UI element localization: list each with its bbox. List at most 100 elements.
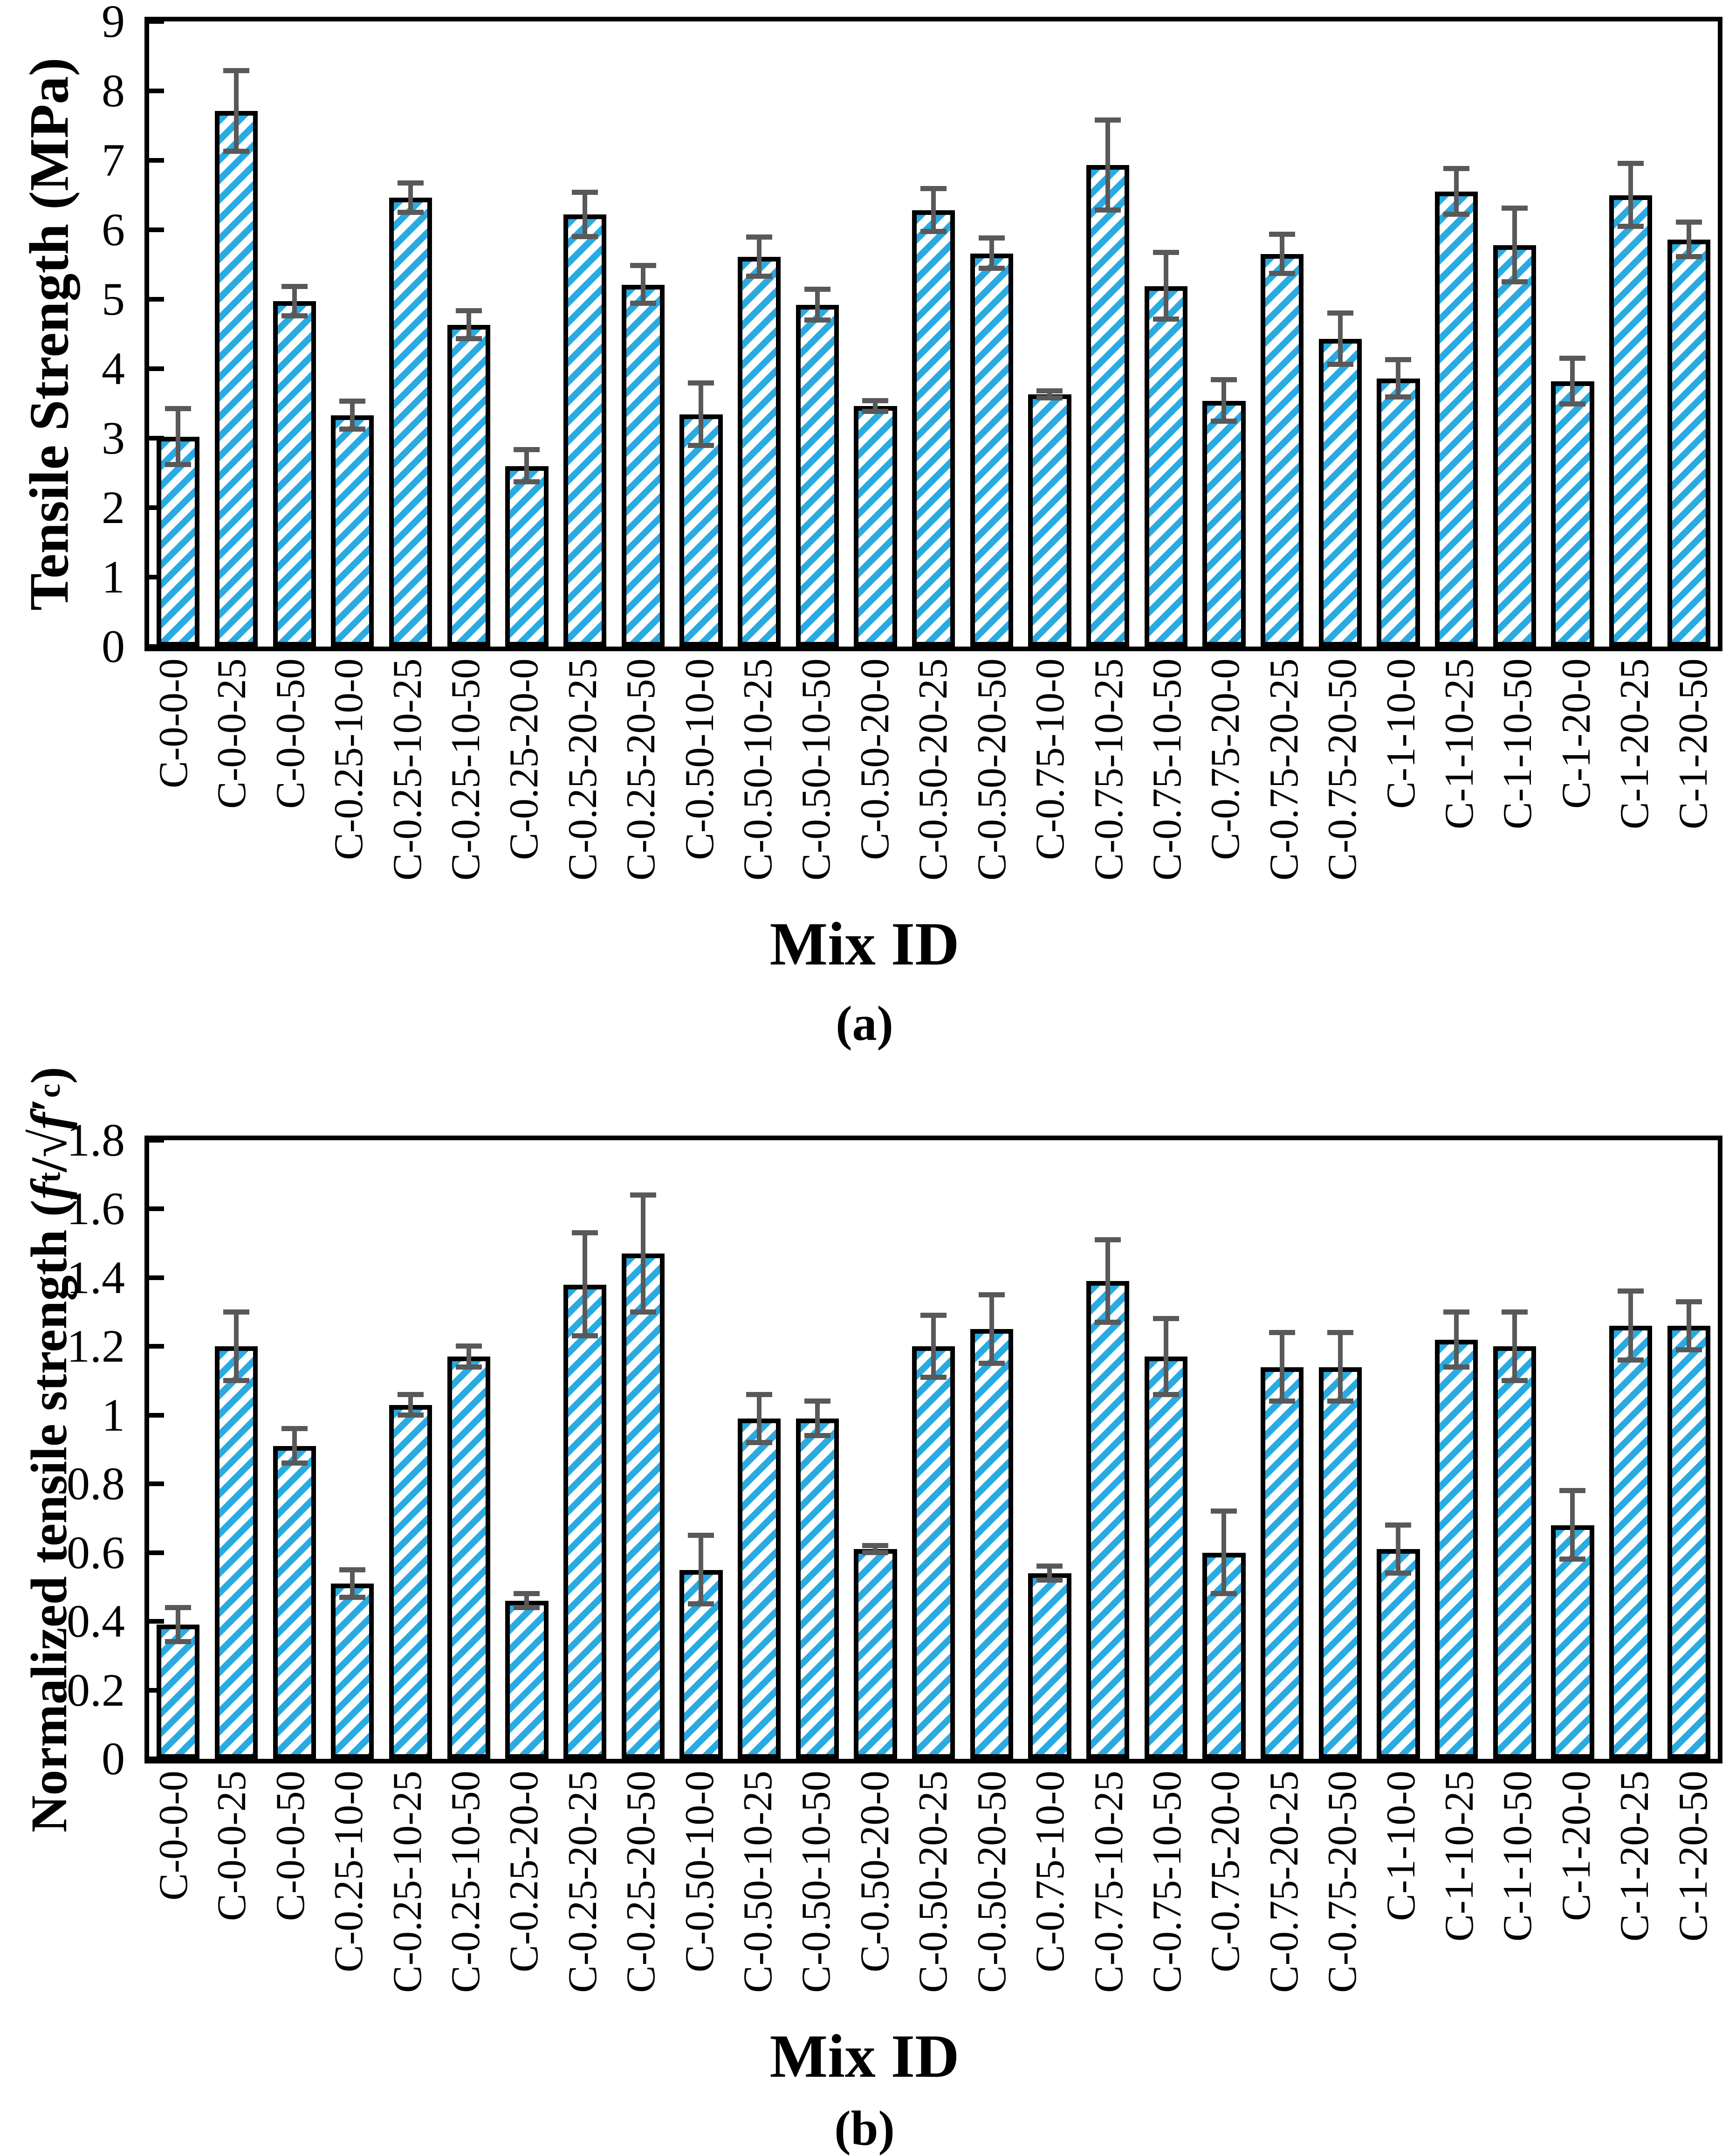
bar-C-0-0-25 — [214, 1346, 258, 1759]
error-bar-cap-top — [455, 1343, 482, 1349]
bar-C-0-0-50 — [273, 301, 316, 647]
bar-group-C-0.25-20-50 — [614, 1140, 672, 1759]
bar-C-0.50-10-50 — [796, 1419, 839, 1759]
bar-C-0.25-10-0 — [331, 415, 374, 647]
x-tick-label-C-1-10-0: C-1-10-0 — [1378, 1770, 1424, 1921]
y-tick-label: 3 — [102, 412, 125, 464]
y-tick-label: 8 — [102, 65, 125, 117]
error-bar-line — [1454, 168, 1459, 215]
bar-group-C-1-10-25 — [1427, 1140, 1486, 1759]
error-bar-cap-top — [1443, 1309, 1470, 1315]
x-tick-labels-b: C-0-0-0 C-0-0-25 C-0-0-50 C-0.25-10-0 C-0.25… — [144, 1770, 1722, 2020]
bar-group-C-0-0-50 — [265, 21, 323, 647]
error-bar-line — [234, 1312, 239, 1381]
error-bar-line — [466, 311, 471, 339]
error-bar-line — [1570, 1490, 1575, 1560]
error-bar-cap-bottom — [1095, 1319, 1121, 1325]
x-tick-label-C-0.75-20-50: C-0.75-20-50 — [1320, 658, 1365, 881]
x-tick-label-C-0.50-20-0: C-0.50-20-0 — [852, 658, 898, 860]
y-tick-label: 7 — [102, 134, 125, 186]
bar-C-0.75-10-50 — [1144, 286, 1187, 647]
error-bar-cap-top — [1327, 310, 1353, 316]
bar-C-1-20-25 — [1609, 1326, 1653, 1759]
error-bar-cap-top — [455, 308, 482, 314]
y-tick-label: 1 — [102, 551, 125, 603]
bar-C-0.50-10-25 — [737, 257, 781, 647]
error-bar-cap-top — [514, 447, 540, 453]
error-bar-line — [931, 1316, 936, 1378]
bars-b — [149, 1140, 1718, 1759]
error-bar-cap-top — [223, 1309, 249, 1315]
error-bar-cap-top — [920, 1312, 947, 1318]
y-tick-label: 5 — [102, 273, 125, 325]
error-bar-line — [757, 1394, 762, 1443]
y-tick-label: 0.4 — [67, 1595, 125, 1647]
error-bar-line — [1280, 1332, 1285, 1402]
y-tick-label: 1 — [102, 1389, 125, 1441]
error-bar-cap-bottom — [746, 1440, 773, 1445]
x-tick-label-C-0.25-10-50: C-0.25-10-50 — [443, 658, 489, 881]
bar-C-0.25-20-0 — [505, 466, 549, 647]
y-tick-mark — [149, 644, 164, 649]
error-bar-line — [1221, 1511, 1227, 1594]
y-tick-mark — [149, 89, 164, 94]
error-bar-cap-bottom — [223, 148, 249, 154]
error-bar-cap-top — [1036, 1564, 1063, 1569]
bar-group-C-0.75-10-50 — [1137, 21, 1195, 647]
bar-group-C-0.50-10-0 — [672, 1140, 730, 1759]
error-bar-line — [815, 289, 820, 320]
error-bar-cap-top — [1036, 388, 1063, 393]
bar-C-0.75-10-0 — [1028, 394, 1071, 647]
x-tick-label-C-0-0-0: C-0-0-0 — [151, 1770, 196, 1901]
bar-C-0.25-20-50 — [621, 1254, 665, 1759]
bar-C-0.50-10-25 — [737, 1419, 781, 1759]
error-bar-cap-bottom — [978, 1361, 1005, 1366]
x-tick-label-C-0.75-20-25: C-0.75-20-25 — [1261, 1770, 1307, 1993]
bar-group-C-0-0-0 — [149, 1140, 207, 1759]
error-bar-line — [292, 287, 297, 316]
error-bar-cap-bottom — [1036, 1577, 1063, 1583]
error-bar-cap-top — [978, 1292, 1005, 1297]
bar-C-1-20-50 — [1667, 239, 1710, 647]
bar-C-0-0-50 — [273, 1446, 316, 1759]
bar-group-C-0.25-10-50 — [439, 1140, 498, 1759]
panel-caption-a: (a) — [836, 996, 893, 1051]
bar-C-0.50-20-0 — [854, 406, 897, 647]
bar-group-C-0.25-10-0 — [323, 1140, 382, 1759]
bar-group-C-0.75-20-25 — [1253, 21, 1311, 647]
error-bar-cap-top — [1385, 357, 1412, 362]
bar-C-1-20-50 — [1667, 1326, 1710, 1759]
bar-group-C-0.25-20-50 — [614, 21, 672, 647]
error-bar-cap-bottom — [514, 479, 540, 484]
error-bar-cap-top — [688, 380, 714, 386]
bar-C-1-10-25 — [1434, 192, 1478, 647]
x-tick-label-C-0.25-10-50: C-0.25-10-50 — [443, 1770, 489, 1993]
x-tick-label-C-1-20-50: C-1-20-50 — [1670, 1770, 1716, 1942]
error-bar-cap-top — [398, 1391, 424, 1397]
x-tick-label-C-0.25-20-50: C-0.25-20-50 — [618, 1770, 664, 1993]
error-bar-line — [1454, 1312, 1459, 1367]
error-bar-line — [1338, 313, 1343, 365]
ylabel-b-prime: ′ — [21, 1098, 77, 1113]
bar-group-C-0.50-10-0 — [672, 21, 730, 647]
y-tick-mark — [149, 366, 164, 372]
error-bar-cap-bottom — [572, 1333, 598, 1339]
error-bar-cap-bottom — [862, 409, 889, 414]
error-bar-cap-top — [1618, 161, 1644, 166]
x-tick-labels-a: C-0-0-0 C-0-0-25 C-0-0-50 C-0.25-10-0 C-0.25… — [144, 658, 1722, 908]
x-tick-label-C-0.25-20-25: C-0.25-20-25 — [560, 1770, 605, 1993]
x-tick-label-C-0.25-10-25: C-0.25-10-25 — [384, 1770, 430, 1993]
y-tick-mark — [149, 1688, 164, 1693]
error-bar-line — [989, 238, 994, 269]
bar-group-C-0.50-10-25 — [730, 1140, 789, 1759]
bar-group-C-1-10-0 — [1369, 21, 1427, 647]
x-tick-label-C-0-0-25: C-0-0-25 — [209, 658, 255, 809]
bar-group-C-0.75-10-25 — [1079, 21, 1137, 647]
bar-C-0.75-20-0 — [1202, 400, 1246, 647]
bar-C-0.75-20-50 — [1318, 1367, 1362, 1759]
plot-area-b: 0 0.2 0.4 0.6 0.8 1 1.2 1.4 1.6 1.8 — [67, 1117, 1722, 1782]
error-bar-line — [524, 450, 529, 482]
bar-C-0.25-10-50 — [447, 1357, 490, 1759]
